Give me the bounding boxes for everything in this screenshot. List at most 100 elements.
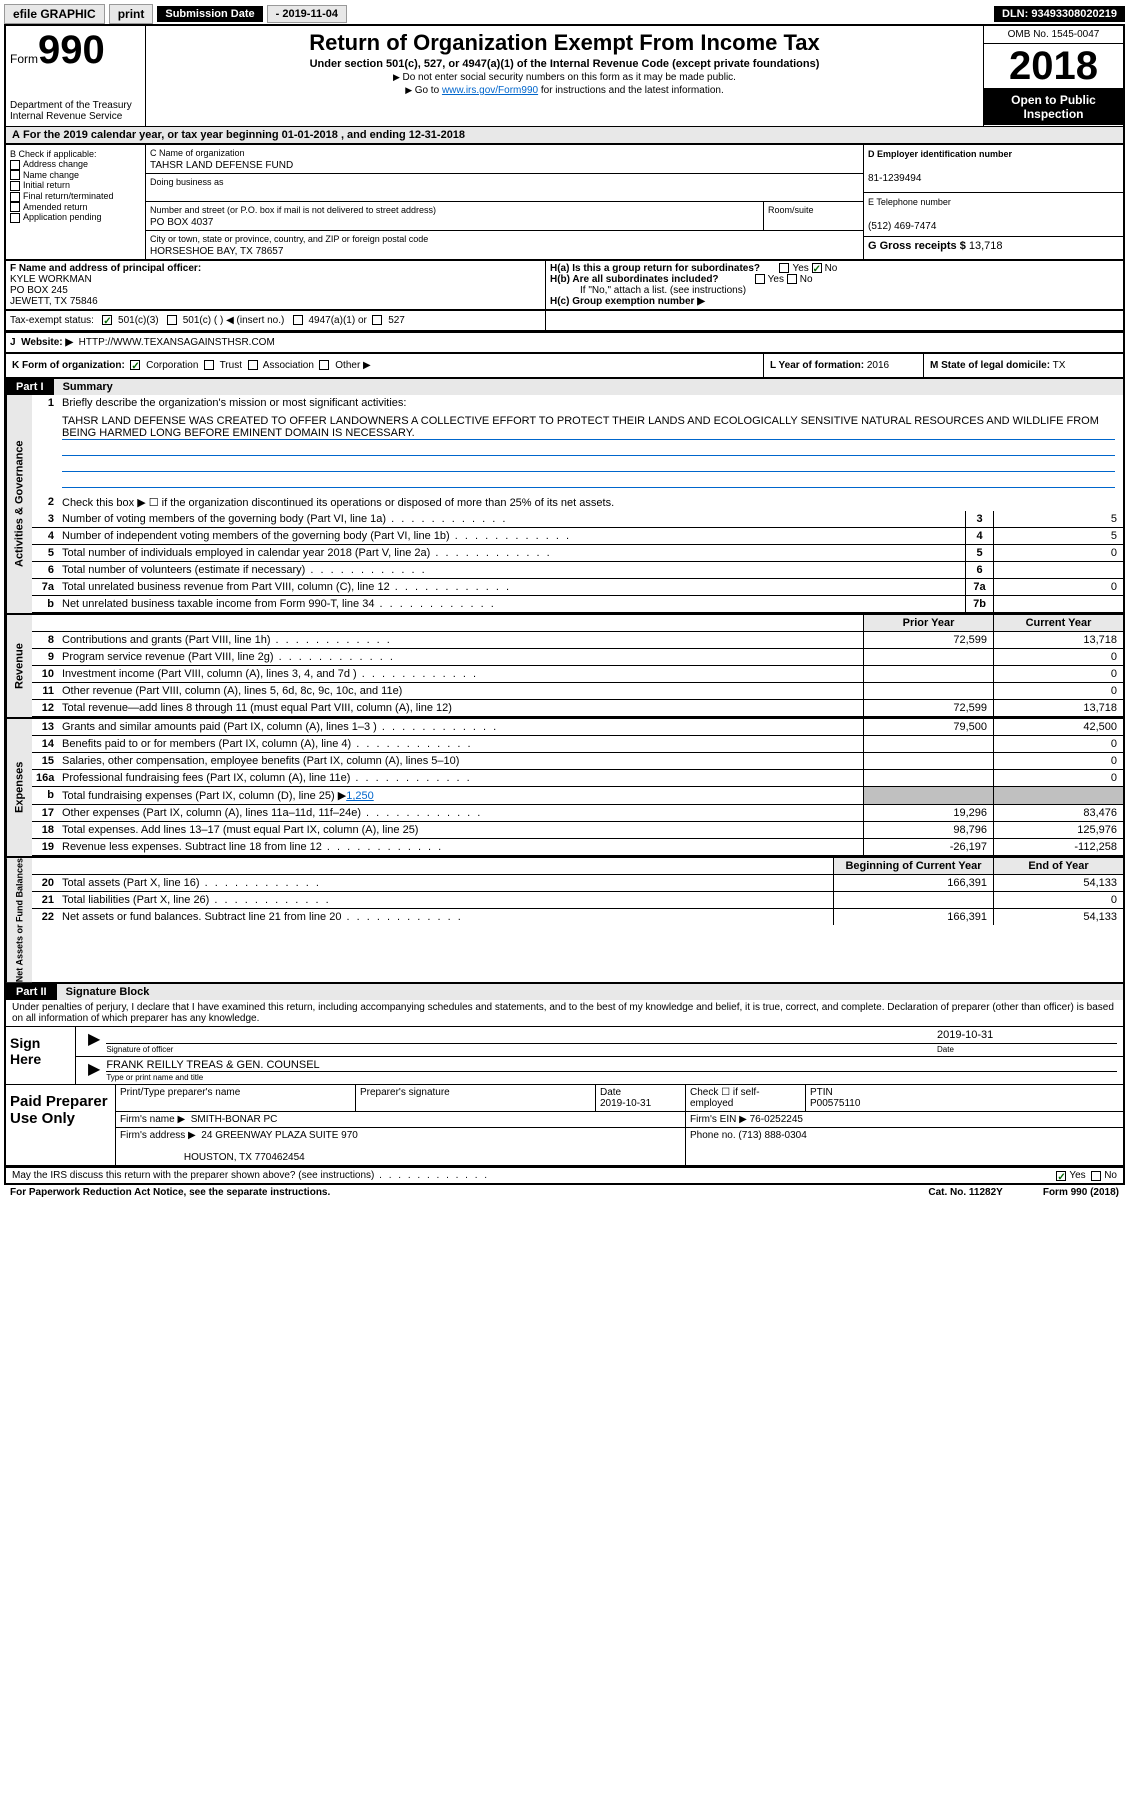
tax-year: 2018 bbox=[984, 44, 1123, 89]
chk-hb-no[interactable] bbox=[787, 274, 797, 284]
part2-title: Signature Block bbox=[60, 984, 156, 1000]
hc-label: H(c) Group exemption number ▶ bbox=[550, 296, 705, 307]
public-inspection: Open to PublicInspection bbox=[984, 89, 1123, 125]
hdr-beg: Beginning of Current Year bbox=[833, 858, 993, 874]
line10: Investment income (Part VIII, column (A)… bbox=[58, 666, 863, 682]
chk-corp[interactable] bbox=[130, 360, 140, 370]
submission-date: - 2019-11-04 bbox=[267, 5, 347, 23]
chk-4947[interactable] bbox=[293, 315, 303, 325]
firm-addr1: 24 GREENWAY PLAZA SUITE 970 bbox=[201, 1130, 358, 1141]
chk-501c[interactable] bbox=[167, 315, 177, 325]
c15: 0 bbox=[993, 753, 1123, 769]
chk-501c3[interactable] bbox=[102, 315, 112, 325]
e20: 54,133 bbox=[993, 875, 1123, 891]
year-formation-label: L Year of formation: bbox=[770, 360, 864, 371]
c13: 42,500 bbox=[993, 719, 1123, 735]
section-b-label: B Check if applicable: bbox=[10, 149, 141, 159]
chk-hb-yes[interactable] bbox=[755, 274, 765, 284]
c16a: 0 bbox=[993, 770, 1123, 786]
c11: 0 bbox=[993, 683, 1123, 699]
state-label: M State of legal domicile: bbox=[930, 360, 1050, 371]
ha-label: H(a) Is this a group return for subordin… bbox=[550, 263, 760, 274]
val6 bbox=[993, 562, 1123, 578]
line11: Other revenue (Part VIII, column (A), li… bbox=[58, 683, 863, 699]
line22: Net assets or fund balances. Subtract li… bbox=[58, 909, 833, 925]
date-label: Date bbox=[937, 1043, 1117, 1054]
penalty-statement: Under penalties of perjury, I declare th… bbox=[6, 1000, 1123, 1027]
form-header: Form990 Department of the TreasuryIntern… bbox=[4, 24, 1125, 126]
c19: -112,258 bbox=[993, 839, 1123, 855]
line16a: Professional fundraising fees (Part IX, … bbox=[58, 770, 863, 786]
line16b: Total fundraising expenses (Part IX, col… bbox=[58, 787, 863, 804]
hdr-prior: Prior Year bbox=[863, 615, 993, 631]
line-a: A For the 2019 calendar year, or tax yea… bbox=[4, 126, 1125, 143]
cat-number: Cat. No. 11282Y bbox=[928, 1187, 1002, 1198]
line7a: Total unrelated business revenue from Pa… bbox=[58, 579, 965, 595]
city-label: City or town, state or province, country… bbox=[150, 234, 428, 244]
sections-b-g: B Check if applicable: Address change Na… bbox=[4, 143, 1125, 259]
chk-discuss-yes[interactable] bbox=[1056, 1171, 1066, 1181]
org-name-label: C Name of organization bbox=[150, 148, 245, 158]
form-title: Return of Organization Exempt From Incom… bbox=[154, 30, 975, 56]
p13: 79,500 bbox=[863, 719, 993, 735]
phone: (512) 469-7474 bbox=[868, 221, 936, 232]
chk-ha-yes[interactable] bbox=[779, 263, 789, 273]
line17: Other expenses (Part IX, column (A), lin… bbox=[58, 805, 863, 821]
chk-final-return[interactable] bbox=[10, 192, 20, 202]
gross-receipts-label: G Gross receipts $ bbox=[868, 240, 966, 252]
dba-label: Doing business as bbox=[150, 177, 224, 187]
chk-527[interactable] bbox=[372, 315, 382, 325]
form-word: Form bbox=[10, 52, 38, 66]
firm-ein: 76-0252245 bbox=[750, 1114, 803, 1125]
self-employed: Check ☐ if self-employed bbox=[686, 1085, 806, 1111]
line6: Total number of volunteers (estimate if … bbox=[58, 562, 965, 578]
dln: DLN: 93493308020219 bbox=[994, 6, 1125, 22]
efile-button[interactable]: efile GRAPHIC bbox=[4, 4, 105, 24]
hdr-end: End of Year bbox=[993, 858, 1123, 874]
hdr-curr: Current Year bbox=[993, 615, 1123, 631]
val7b bbox=[993, 596, 1123, 612]
room-label: Room/suite bbox=[768, 205, 814, 215]
chk-pending[interactable] bbox=[10, 213, 20, 223]
line15: Salaries, other compensation, employee b… bbox=[58, 753, 863, 769]
firm-name: SMITH-BONAR PC bbox=[191, 1114, 278, 1125]
phone-label: E Telephone number bbox=[868, 197, 951, 207]
form-subtitle: Under section 501(c), 527, or 4947(a)(1)… bbox=[154, 58, 975, 70]
line2: Check this box ▶ ☐ if the organization d… bbox=[58, 494, 1123, 511]
c10: 0 bbox=[993, 666, 1123, 682]
addr-label: Number and street (or P.O. box if mail i… bbox=[150, 205, 436, 215]
e21: 0 bbox=[993, 892, 1123, 908]
val4: 5 bbox=[993, 528, 1123, 544]
chk-other[interactable] bbox=[319, 360, 329, 370]
part2-header: Part II bbox=[6, 984, 57, 1000]
sections-f-h: F Name and address of principal officer:… bbox=[4, 259, 1125, 309]
p19: -26,197 bbox=[863, 839, 993, 855]
part1-title: Summary bbox=[57, 379, 119, 395]
submission-date-label: Submission Date bbox=[157, 6, 262, 22]
irs-link[interactable]: www.irs.gov/Form990 bbox=[442, 85, 538, 96]
val5: 0 bbox=[993, 545, 1123, 561]
org-name: TAHSR LAND DEFENSE FUND bbox=[150, 160, 293, 171]
chk-initial-return[interactable] bbox=[10, 181, 20, 191]
ptin: P00575110 bbox=[810, 1098, 860, 1109]
officer-printed-name: FRANK REILLY TREAS & GEN. COUNSEL bbox=[106, 1059, 1117, 1071]
chk-ha-no[interactable] bbox=[812, 263, 822, 273]
chk-assoc[interactable] bbox=[248, 360, 258, 370]
chk-trust[interactable] bbox=[204, 360, 214, 370]
chk-address-change[interactable] bbox=[10, 160, 20, 170]
firm-phone: (713) 888-0304 bbox=[738, 1130, 806, 1141]
chk-discuss-no[interactable] bbox=[1091, 1171, 1101, 1181]
val7a: 0 bbox=[993, 579, 1123, 595]
line3: Number of voting members of the governin… bbox=[58, 511, 965, 527]
chk-name-change[interactable] bbox=[10, 170, 20, 180]
side-net-assets: Net Assets or Fund Balances bbox=[6, 858, 32, 982]
year-formation: 2016 bbox=[867, 360, 889, 371]
paid-preparer-label: Paid Preparer Use Only bbox=[6, 1085, 116, 1165]
p8: 72,599 bbox=[863, 632, 993, 648]
print-button[interactable]: print bbox=[109, 4, 154, 24]
c14: 0 bbox=[993, 736, 1123, 752]
chk-amended[interactable] bbox=[10, 202, 20, 212]
p17: 19,296 bbox=[863, 805, 993, 821]
line19: Revenue less expenses. Subtract line 18 … bbox=[58, 839, 863, 855]
c9: 0 bbox=[993, 649, 1123, 665]
